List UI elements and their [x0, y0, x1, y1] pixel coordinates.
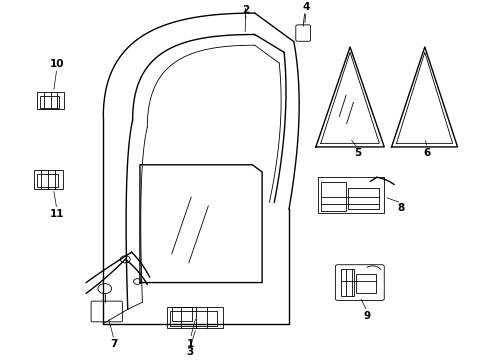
- Bar: [347, 188, 379, 210]
- Text: 7: 7: [110, 339, 118, 349]
- Bar: [167, 307, 223, 328]
- Text: 3: 3: [187, 347, 194, 357]
- Bar: [40, 96, 59, 108]
- Bar: [37, 92, 64, 109]
- Bar: [170, 311, 217, 326]
- Bar: [37, 174, 58, 187]
- Bar: [321, 181, 345, 211]
- Bar: [356, 274, 376, 293]
- Bar: [172, 307, 192, 321]
- Text: 6: 6: [424, 148, 431, 158]
- Bar: [318, 177, 384, 213]
- Text: 1: 1: [187, 339, 194, 348]
- Text: 4: 4: [302, 2, 310, 12]
- Text: 10: 10: [49, 59, 64, 69]
- Text: 2: 2: [243, 5, 249, 14]
- Bar: [341, 269, 354, 297]
- Text: 5: 5: [354, 148, 361, 158]
- Bar: [34, 170, 63, 189]
- Text: 11: 11: [49, 210, 64, 219]
- Text: 8: 8: [398, 203, 405, 213]
- Text: 9: 9: [364, 311, 371, 321]
